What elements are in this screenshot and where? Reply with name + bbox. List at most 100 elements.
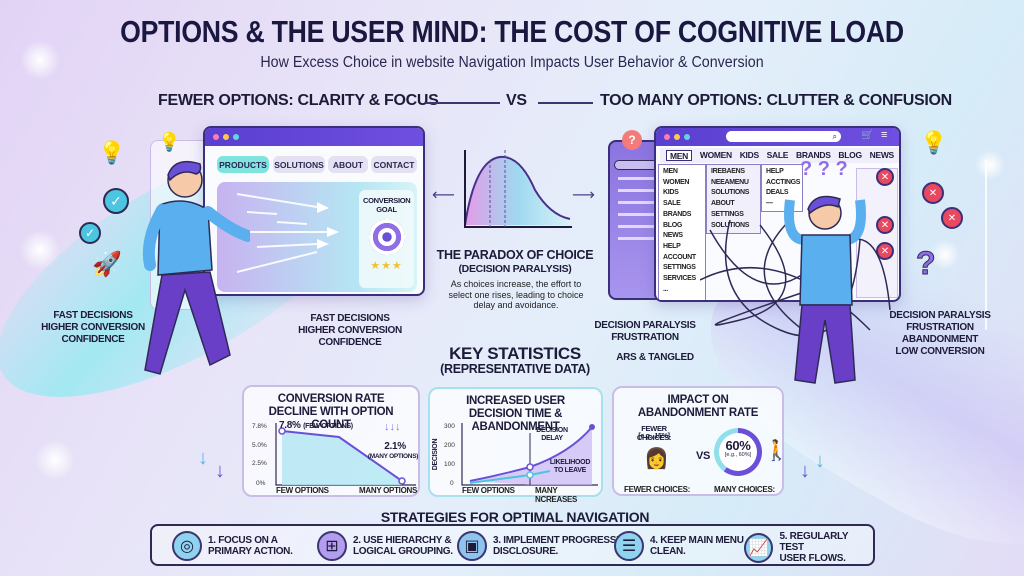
bottom-label: FEWER CHOICES: [624,485,691,494]
top-menu: MEN WOMEN KIDS SALE BRANDS BLOG NEWS [660,148,899,163]
arrow-right-icon: ⟶ [572,187,595,204]
low-value-note: (MANY OPTIONS) [367,453,419,460]
nav-tab-contact[interactable]: CONTACT [371,156,417,173]
down-arrow-icon: ↓ [215,460,225,482]
search-icon: ⌕ [832,132,837,141]
cart-icon[interactable]: 🛒 [861,130,874,141]
sparkle [975,150,1005,180]
dropdown-item[interactable]: BLOG [663,221,683,229]
sparkle [35,440,75,480]
dropdown-item[interactable]: SALE [663,200,681,208]
check-icon: ✓ [79,222,101,244]
dropdown-item[interactable]: WOMEN [663,178,690,186]
conversion-line-chart [275,423,416,486]
arrow-left-icon: ⟵ [432,187,455,204]
dropdown-column-2: IREBAENS NEEAMENU SOLUTIONS ABOUT SETTIN… [706,164,761,234]
down-arrow-icon: ↓ [815,450,825,472]
down-arrow-icon: ↓ [198,447,208,469]
card-title: INCREASED USER DECISION TIME & ABANDONME… [466,395,565,433]
sidebar-item[interactable] [618,237,658,240]
walking-person-icon: 🚶 [764,440,789,462]
dropdown-item[interactable]: HELP [663,242,681,250]
check-icon: ✓ [103,188,129,214]
paradox-curve-chart [464,150,572,228]
dropdown-item[interactable]: ACCTINGS [766,178,801,186]
sidebar-item[interactable] [618,177,658,180]
divider [538,102,593,104]
sparkle [20,40,60,80]
growth-chart-icon: 📈 [744,532,774,563]
dropdown-item[interactable]: KIDS [663,189,679,197]
strategy-item: ⊞ 2. USE HIERARCHY & LOGICAL GROUPING. [317,531,453,561]
dropdown-column-3: HELP ACCTINGS DEALS — [761,164,803,212]
decline-arrows-icon: ↓↓↓ [384,421,401,433]
error-icon: ✕ [876,168,894,186]
conversion-goal-card: CONVERSION GOAL ★★★ [359,190,414,288]
dropdown-item[interactable]: SOLUTIONS [711,221,750,229]
paradox-description: As choices increase, the effort to selec… [448,279,584,310]
svg-text:? ? ?: ? ? ? [800,158,848,180]
dropdown-item[interactable]: — [766,200,773,208]
y-tick: 300 [444,423,455,430]
lightbulb-icon: 💡 [98,140,126,165]
menu-sale[interactable]: SALE [766,150,789,160]
dropdown-item[interactable]: SERVICES [663,275,696,283]
sidebar-item[interactable] [618,213,658,216]
search-bar[interactable]: ⌕ [726,131,841,142]
nav-tab-about[interactable]: ABOUT [328,156,368,173]
page-title: OPTIONS & THE USER MIND: THE COST OF COG… [120,14,904,49]
dropdown-item[interactable]: HELP [766,168,784,175]
down-arrow-icon: ↓ [800,460,810,482]
menu-icon[interactable]: ≡ [881,129,888,141]
center-right-caption: DECISION PARALYSIS FRUSTRATION [594,320,696,343]
dropdown-item[interactable]: ACCOUNT [663,253,696,261]
abandonment-ring-chart: 60% [e.g., 60%] [714,428,762,476]
y-tick: 0% [256,480,266,487]
happy-user-character [142,160,250,375]
window-dot [233,134,239,140]
y-tick: 200 [444,442,455,449]
dropdown-item[interactable]: MEN [663,168,678,175]
key-stats-subtitle: (REPRESENTATIVE DATA) [440,362,590,376]
x-label: FEW OPTIONS [276,486,329,495]
vs-label: VS [506,92,527,109]
target-icon [368,219,405,255]
sidebar-item[interactable] [618,201,658,204]
nav-tab-solutions[interactable]: SOLUTIONS [273,156,325,173]
dropdown-item[interactable]: DEALS [766,189,789,197]
dropdown-item[interactable]: NEEAMENU [711,178,749,186]
y-tick: 5.0% [252,442,267,449]
menu-news[interactable]: NEWS [869,150,895,160]
menu-brands[interactable]: BRANDS [796,150,831,160]
y-tick: 0 [450,480,454,487]
dropdown-item[interactable]: BRANDS [663,210,692,218]
divider [425,102,500,104]
menu-men[interactable]: MEN [666,150,692,161]
sidebar-item[interactable] [618,225,658,228]
page-subtitle: How Excess Choice in website Navigation … [260,54,764,71]
decision-line-chart [461,423,598,486]
dropdown-item[interactable]: SETTINGS [711,210,744,218]
sparkle [930,240,960,270]
dropdown-item[interactable]: IREBAENS [711,168,745,175]
dropdown-item[interactable]: NEWS [663,232,683,240]
x-label: MANY NCREASES [535,486,578,504]
dropdown-item[interactable]: ... [663,285,668,293]
window-dot [684,134,690,140]
x-label: MANY OPTIONS [359,486,418,495]
decision-time-card: INCREASED USER DECISION TIME & ABANDONME… [428,387,603,504]
y-tick: 7.8% [252,423,267,430]
bottom-label: MANY CHOICES: [714,485,775,494]
left-heading: FEWER OPTIONS: CLARITY & FOCUS [158,92,439,109]
nav-tab-products[interactable]: PRODUCTS [217,156,269,173]
key-stats-title: KEY STATISTICS [449,344,581,363]
sidebar-item[interactable] [618,189,658,192]
dropdown-item[interactable]: SETTINGS [663,264,696,272]
menu-kids[interactable]: KIDS [739,150,759,160]
menu-women[interactable]: WOMEN [699,150,732,160]
menu-blog[interactable]: BLOG [838,150,862,160]
dropdown-item[interactable]: ABOUT [711,200,735,208]
card-title: IMPACT ON ABANDONMENT RATE [637,394,759,419]
strategy-item: 📈 5. REGULARLY TEST USER FLOWS. [744,531,873,564]
dropdown-item[interactable]: SOLUTIONS [711,189,750,197]
